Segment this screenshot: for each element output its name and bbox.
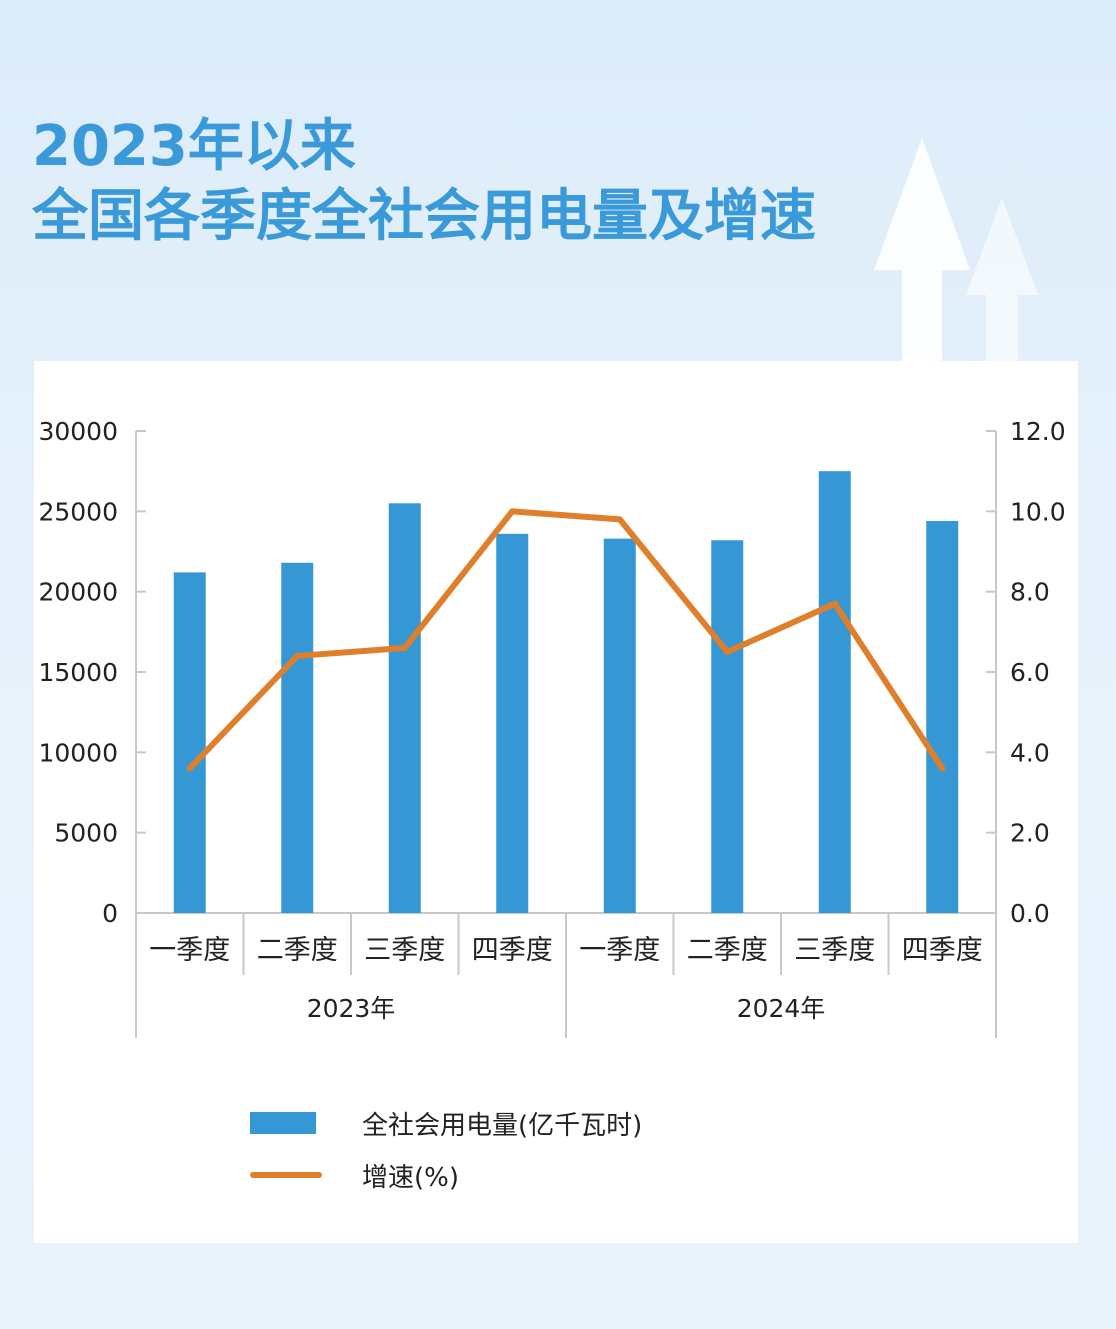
growth-point bbox=[724, 648, 731, 655]
bar bbox=[388, 503, 421, 913]
legend-label-line: 增速(%) bbox=[362, 1162, 459, 1193]
bar bbox=[281, 562, 314, 913]
chart-legend: 全社会用电量(亿千瓦时) 增速(%) bbox=[250, 1089, 850, 1209]
growth-point bbox=[831, 600, 838, 607]
group-label: 2024年 bbox=[737, 994, 826, 1023]
chart-plot: 0 5000 10000 15000 20000 25000 30000 0.0 2.0 4.0 6… bbox=[38, 417, 1066, 1038]
x-tick-label: 一季度 bbox=[579, 935, 660, 966]
y-right-tick-label: 6.0 bbox=[1010, 658, 1050, 687]
y-left-tick-label: 20000 bbox=[38, 578, 118, 607]
y-left-tick-label: 30000 bbox=[38, 417, 118, 446]
growth-point bbox=[509, 508, 516, 515]
growth-point bbox=[616, 516, 623, 523]
y-right-tick-label: 4.0 bbox=[1010, 738, 1050, 767]
y-right-tick-label: 10.0 bbox=[1010, 497, 1066, 526]
growth-point bbox=[401, 644, 408, 651]
y-right-tick-label: 0.0 bbox=[1010, 899, 1050, 928]
legend-item-line: 增速(%) bbox=[250, 1155, 459, 1195]
legend-item-bar: 全社会用电量(亿千瓦时) bbox=[250, 1103, 642, 1143]
growth-line bbox=[186, 508, 946, 772]
chart-title: 2023年以来 全国各季度全社会用电量及增速 bbox=[32, 112, 816, 252]
x-tick-label: 一季度 bbox=[149, 935, 230, 966]
y-right-tick-label: 8.0 bbox=[1010, 578, 1050, 607]
legend-swatch-line bbox=[250, 1172, 322, 1178]
chart-card: 0 5000 10000 15000 20000 25000 30000 0.0 2.0 4.0 6… bbox=[34, 361, 1078, 1243]
bar bbox=[603, 538, 636, 913]
x-tick-label: 二季度 bbox=[257, 935, 338, 966]
x-tick-label: 四季度 bbox=[472, 935, 553, 966]
y-left-tick-label: 15000 bbox=[38, 658, 118, 687]
y-left-tick-label: 0 bbox=[102, 899, 118, 928]
x-tick-label: 三季度 bbox=[794, 935, 875, 966]
bar bbox=[711, 540, 744, 913]
growth-point bbox=[294, 652, 301, 659]
growth-point bbox=[939, 765, 946, 772]
group-label: 2023年 bbox=[307, 994, 396, 1023]
y-left-tick-label: 5000 bbox=[54, 819, 118, 848]
y-right-tick-label: 2.0 bbox=[1010, 819, 1050, 848]
y-left-tick-label: 25000 bbox=[38, 497, 118, 526]
decorative-up-arrows-icon bbox=[874, 138, 1038, 370]
growth-point bbox=[186, 765, 193, 772]
bar bbox=[496, 533, 529, 913]
title-line-1: 2023年以来 bbox=[32, 114, 356, 179]
x-tick-label: 四季度 bbox=[902, 935, 983, 966]
y-right-tick-label: 12.0 bbox=[1010, 417, 1066, 446]
x-tick-label: 三季度 bbox=[364, 935, 445, 966]
bar bbox=[818, 471, 851, 913]
legend-label-bar: 全社会用电量(亿千瓦时) bbox=[362, 1110, 643, 1141]
title-line-2: 全国各季度全社会用电量及增速 bbox=[32, 184, 816, 249]
bar bbox=[926, 520, 959, 913]
legend-swatch-bar bbox=[250, 1112, 316, 1134]
bar bbox=[173, 572, 206, 913]
y-left-tick-label: 10000 bbox=[38, 738, 118, 767]
x-tick-label: 二季度 bbox=[687, 935, 768, 966]
